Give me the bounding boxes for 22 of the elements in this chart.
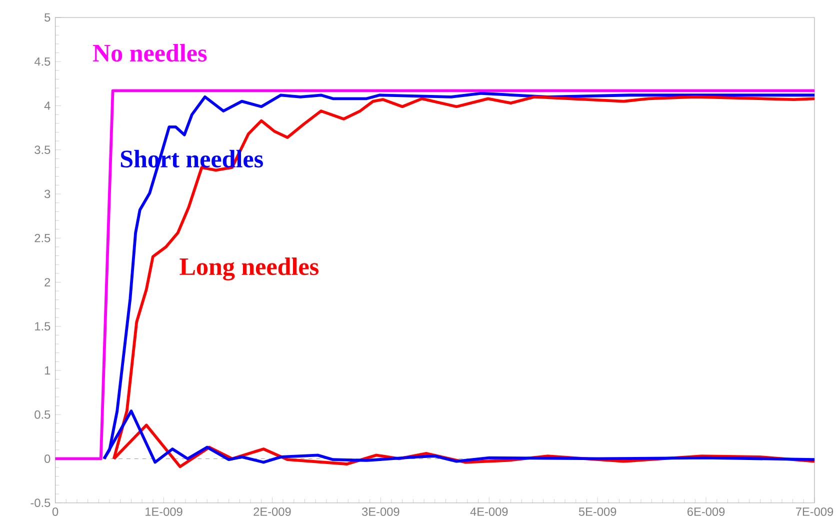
y-tick-label: 1 xyxy=(44,366,50,375)
y-tick-label: 0.5 xyxy=(34,410,50,419)
x-tick-label: 7E-009 xyxy=(796,508,834,516)
x-tick-label: 2E-009 xyxy=(254,508,291,516)
x-tick-label: 1E-009 xyxy=(146,508,182,516)
y-tick-label: 3 xyxy=(44,190,50,198)
y-tick-label: 4 xyxy=(44,102,50,110)
y-tick-label: -0.5 xyxy=(30,498,50,508)
x-tick-label: 3E-009 xyxy=(362,508,400,516)
y-tick-label: 3.5 xyxy=(34,146,50,154)
y-tick-label: 0 xyxy=(44,454,50,463)
series-label: Long needles xyxy=(180,258,318,280)
x-tick-label: 6E-009 xyxy=(688,508,725,516)
y-tick-label: 5 xyxy=(44,13,50,22)
series-label: No needles xyxy=(92,44,207,62)
x-tick-label: 0 xyxy=(52,508,58,516)
x-tick-label: 5E-009 xyxy=(578,508,616,516)
y-tick-label: 2 xyxy=(44,278,50,286)
y-tick-label: 4.5 xyxy=(34,58,50,66)
x-tick-label: 4E-009 xyxy=(470,508,508,516)
y-tick-label: 2.5 xyxy=(34,234,50,242)
y-tick-label: 1.5 xyxy=(35,322,50,331)
